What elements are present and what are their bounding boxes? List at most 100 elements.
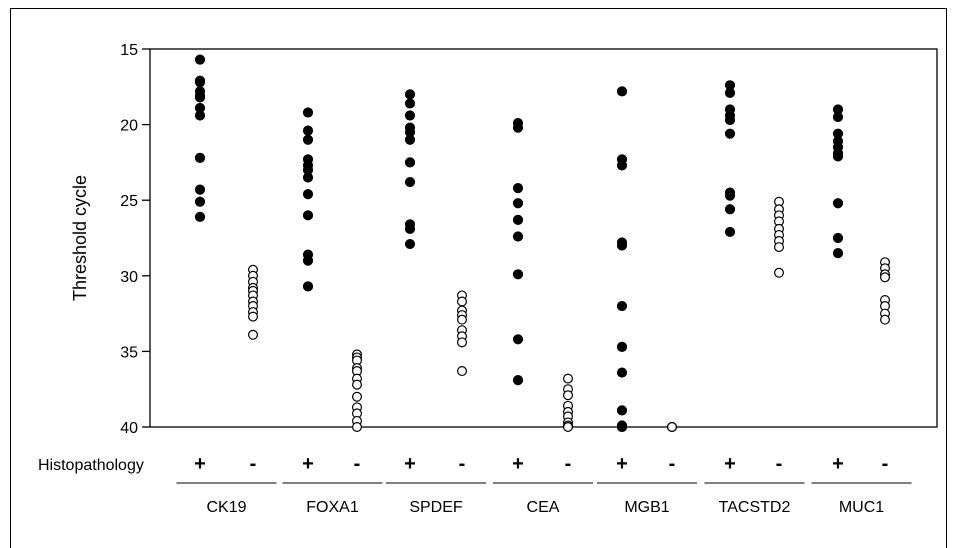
- y-tick-label: 30: [120, 269, 138, 286]
- negative-point: [248, 311, 259, 322]
- negative-point: [457, 296, 468, 307]
- minus-sign-label: -: [882, 453, 889, 475]
- negative-point: [352, 422, 363, 433]
- negative-point: [879, 314, 890, 325]
- positive-point: [302, 172, 314, 183]
- positive-point: [724, 114, 736, 126]
- gene-label: TACSTD2: [719, 499, 791, 516]
- positive-point: [616, 160, 628, 171]
- gene-label: CK19: [206, 499, 246, 516]
- positive-point: [512, 183, 524, 194]
- plus-sign-label: +: [832, 453, 844, 475]
- minus-sign-label: -: [669, 453, 676, 475]
- negative-point: [457, 314, 468, 325]
- positive-point: [832, 111, 844, 123]
- negative-point: [352, 391, 363, 402]
- positive-point: [404, 223, 416, 235]
- positive-point: [302, 281, 314, 292]
- positive-point: [616, 300, 628, 312]
- positive-point: [194, 152, 206, 163]
- positive-point: [616, 421, 628, 433]
- positive-point: [724, 87, 736, 98]
- y-axis-title: Threshold cycle: [70, 175, 90, 301]
- positive-point: [302, 210, 314, 221]
- positive-point: [616, 86, 628, 97]
- positive-point: [724, 204, 736, 215]
- positive-point: [302, 107, 314, 118]
- y-tick-label: 25: [120, 193, 138, 210]
- histopathology-row-label: Histopathology: [38, 457, 144, 474]
- positive-point: [302, 134, 314, 145]
- negative-point: [352, 379, 363, 390]
- positive-point: [404, 134, 416, 145]
- y-tick-label: 20: [120, 118, 138, 135]
- figure-frame: [10, 8, 947, 548]
- negative-point: [248, 329, 259, 340]
- positive-point: [404, 89, 416, 100]
- positive-point: [194, 211, 206, 222]
- positive-point: [194, 77, 206, 88]
- minus-sign-label: -: [250, 453, 257, 475]
- gene-label: FOXA1: [306, 499, 359, 516]
- negative-point: [562, 390, 573, 401]
- negative-point: [666, 422, 677, 433]
- plus-sign-label: +: [194, 453, 206, 475]
- positive-point: [512, 122, 524, 133]
- positive-point: [724, 226, 736, 238]
- negative-point: [773, 242, 784, 253]
- positive-point: [512, 198, 524, 209]
- gene-label: SPDEF: [409, 499, 463, 516]
- positive-point: [194, 196, 206, 207]
- positive-point: [512, 231, 524, 242]
- negative-point: [562, 373, 573, 384]
- positive-point: [616, 341, 628, 352]
- positive-point: [194, 54, 206, 65]
- positive-point: [194, 92, 206, 103]
- minus-sign-label: -: [354, 453, 361, 475]
- negative-point: [879, 272, 890, 283]
- positive-point: [302, 125, 314, 136]
- plus-sign-label: +: [616, 453, 628, 475]
- positive-point: [404, 176, 416, 188]
- positive-point: [302, 255, 314, 266]
- positive-point: [404, 110, 416, 121]
- positive-point: [832, 198, 844, 209]
- positive-point: [194, 184, 206, 195]
- negative-point: [562, 422, 573, 433]
- y-tick-label: 40: [120, 420, 138, 437]
- positive-point: [512, 269, 524, 280]
- positive-point: [616, 240, 628, 251]
- positive-point: [616, 405, 628, 416]
- positive-point: [194, 110, 206, 121]
- y-tick-label: 15: [120, 42, 138, 59]
- positive-point: [404, 238, 416, 250]
- positive-point: [724, 128, 736, 139]
- positive-point: [832, 151, 844, 162]
- plus-sign-label: +: [512, 453, 524, 475]
- positive-point: [404, 98, 416, 109]
- minus-sign-label: -: [565, 453, 572, 475]
- positive-point: [832, 232, 844, 244]
- positive-point: [404, 157, 416, 168]
- gene-label: MUC1: [839, 499, 884, 516]
- positive-point: [724, 190, 736, 201]
- gene-label: CEA: [527, 499, 560, 516]
- gene-label: MGB1: [624, 499, 669, 516]
- minus-sign-label: -: [459, 453, 466, 475]
- negative-point: [773, 267, 784, 278]
- plus-sign-label: +: [404, 453, 416, 475]
- minus-sign-label: -: [776, 453, 783, 475]
- plot-area: [149, 48, 938, 428]
- positive-point: [512, 375, 524, 386]
- plus-sign-label: +: [724, 453, 736, 475]
- negative-point: [457, 366, 468, 377]
- positive-point: [512, 334, 524, 345]
- positive-point: [302, 189, 314, 200]
- y-tick-label: 35: [120, 344, 138, 361]
- positive-point: [512, 214, 524, 225]
- plus-sign-label: +: [302, 453, 314, 475]
- negative-point: [457, 337, 468, 348]
- positive-point: [616, 367, 628, 378]
- positive-point: [832, 248, 844, 259]
